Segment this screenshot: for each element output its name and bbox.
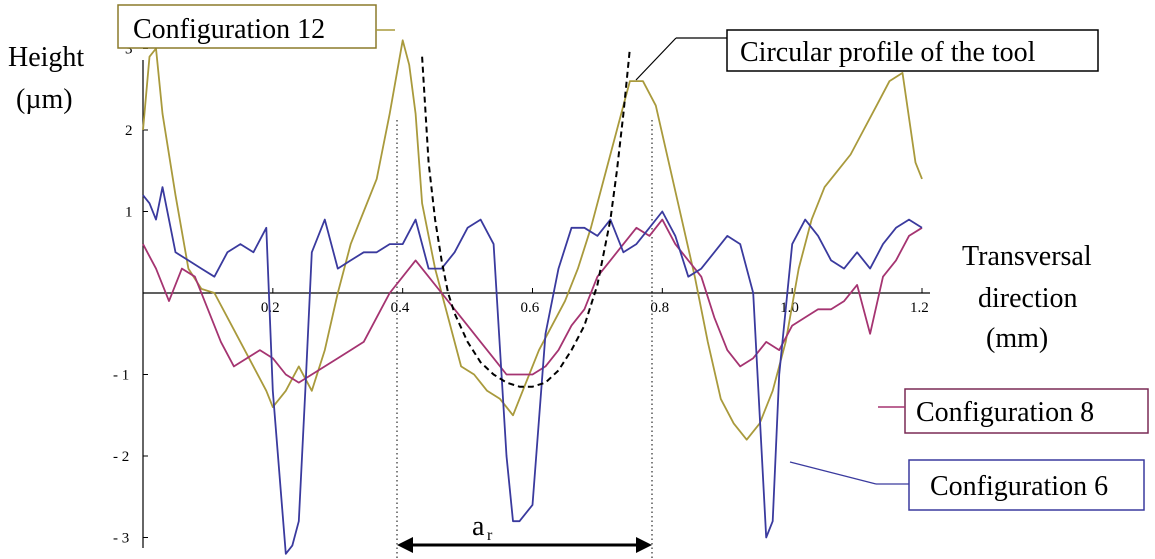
svg-text:Configuration 12: Configuration 12 [133,14,325,45]
series-lines [142,39,923,555]
svg-text:Circular profile of the tool: Circular profile of the tool [740,37,1036,68]
ar-label: a [472,511,485,542]
y-tick-label: - 2 [113,449,129,465]
x-tick-label: 0.8 [650,300,669,316]
svg-text:Configuration 6: Configuration 6 [930,471,1108,502]
series-line-configuration-8 [142,218,923,384]
y-axis-title-line2: (µm) [16,84,73,115]
y-tick-label: 1 [125,205,133,221]
series-line-configuration-6 [142,186,923,555]
x-tick-label: 1.2 [910,300,929,316]
ar-dimension: a r [397,511,652,553]
x-axis-title-line3: (mm) [986,323,1048,354]
y-tick-label: - 1 [113,368,129,384]
x-axis-title-line1: Transversal [962,241,1092,272]
legend-configuration-12: Configuration 12 [117,4,395,49]
x-axis-title-line2: direction [978,283,1078,314]
series-line-circular-profile-of-the-tool [421,48,631,388]
x-tick-label: 0.6 [521,300,540,316]
x-tick-label: 1.0 [780,300,799,316]
legend-circular-profile: Circular profile of the tool [635,29,1099,81]
svg-text:Configuration 8: Configuration 8 [916,397,1094,428]
legend-configuration-6: Configuration 6 [789,459,1145,511]
y-tick-label: 2 [125,123,133,139]
y-axis-title-line1: Height [8,42,84,73]
legend-configuration-8: Configuration 8 [878,388,1149,434]
x-tick-label: 0.4 [391,300,410,316]
y-tick-label: - 3 [113,531,129,547]
y-tick-label: 3 [125,42,133,58]
ar-subscript: r [487,527,493,544]
series-line-configuration-12 [142,39,923,441]
